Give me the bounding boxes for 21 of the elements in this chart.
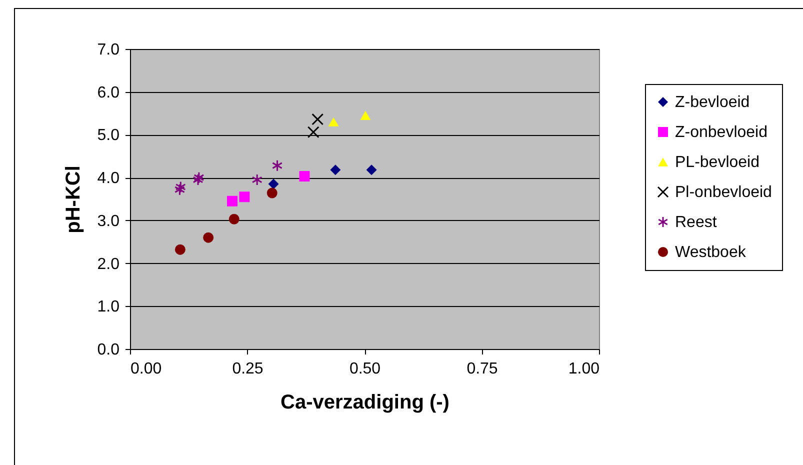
- x-axis-title: Ca-verzadiging (-): [280, 392, 450, 414]
- y-tick-label: 2.0: [97, 256, 120, 273]
- y-axis-title: pH-KCl: [62, 166, 84, 234]
- y-tick-label: 7.0: [97, 42, 120, 58]
- legend-label: PL-bevloeid: [675, 154, 760, 171]
- y-tick-label: 5.0: [97, 127, 120, 144]
- x-tick-label: 0.50: [349, 360, 381, 378]
- y-tick-label: 0.0: [97, 342, 120, 358]
- legend-label: Z-onbevloeid: [675, 124, 768, 141]
- y-tick-label: 6.0: [97, 84, 120, 102]
- x-tick-label: 1.00: [568, 360, 600, 378]
- legend-label: Pl-onbevloeid: [675, 184, 772, 201]
- x-tick-label: 0.00: [130, 360, 162, 378]
- x-tick-label: 0.25: [232, 360, 264, 378]
- legend-label: Westboek: [675, 244, 747, 261]
- y-tick-label: 3.0: [97, 212, 120, 230]
- x-tick-label: 0.75: [466, 360, 498, 378]
- y-tick-label: 1.0: [97, 298, 120, 316]
- legend-label: Reest: [675, 214, 718, 231]
- legend-label: Z-bevloeid: [675, 94, 750, 111]
- y-tick-label: 4.0: [97, 170, 120, 188]
